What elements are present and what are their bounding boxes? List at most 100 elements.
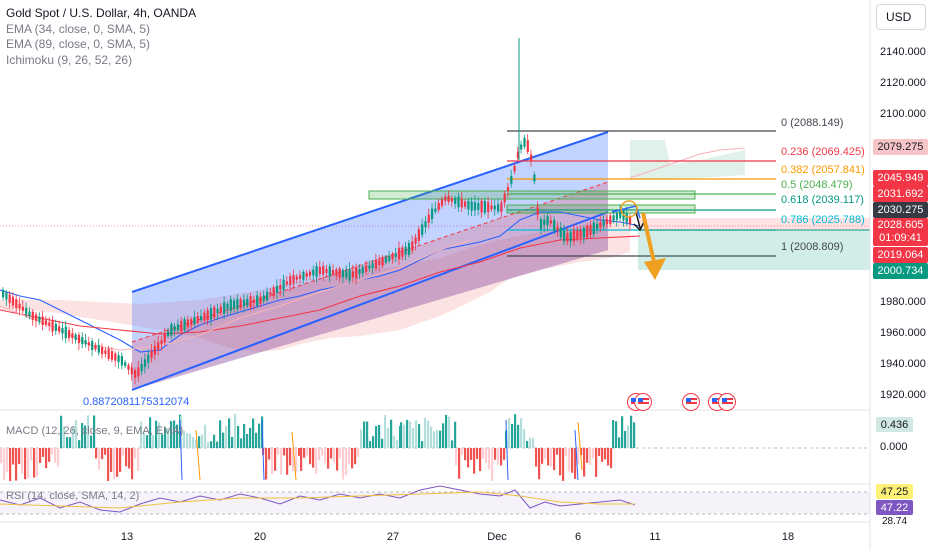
candle[interactable] — [68, 330, 71, 338]
candle[interactable] — [219, 306, 222, 313]
candle[interactable] — [81, 337, 84, 345]
candle[interactable] — [513, 165, 516, 172]
support-zone[interactable] — [368, 190, 696, 200]
candle[interactable] — [322, 266, 325, 275]
candle[interactable] — [345, 270, 348, 278]
candle[interactable] — [576, 230, 579, 239]
candle[interactable] — [629, 216, 632, 224]
candle[interactable] — [477, 203, 480, 210]
candle[interactable] — [196, 315, 199, 323]
symbol-title[interactable]: Gold Spot / U.S. Dollar, 4h, OANDA — [6, 6, 197, 20]
candle[interactable] — [424, 221, 427, 228]
candle[interactable] — [500, 202, 503, 212]
candle[interactable] — [599, 222, 602, 228]
candle[interactable] — [21, 306, 24, 311]
candle[interactable] — [315, 265, 318, 278]
rsi-legend[interactable]: RSI (14, close, SMA, 14, 2) — [6, 490, 140, 502]
candle[interactable] — [157, 342, 160, 350]
candle[interactable] — [239, 299, 242, 308]
candle[interactable] — [533, 174, 536, 182]
candle[interactable] — [183, 319, 186, 331]
candle[interactable] — [249, 296, 252, 308]
candle[interactable] — [114, 353, 117, 361]
candle[interactable] — [252, 299, 255, 303]
candle[interactable] — [361, 266, 364, 273]
candle[interactable] — [566, 233, 569, 242]
candle[interactable] — [556, 226, 559, 232]
candle[interactable] — [487, 202, 490, 213]
candle[interactable] — [44, 320, 48, 325]
candlestick-series[interactable] — [2, 38, 632, 385]
candle[interactable] — [48, 322, 51, 326]
candle[interactable] — [473, 202, 477, 211]
candle[interactable] — [147, 354, 150, 363]
candle[interactable] — [348, 268, 351, 281]
candle[interactable] — [497, 204, 500, 212]
candle[interactable] — [153, 345, 156, 355]
candle[interactable] — [516, 151, 519, 159]
candle[interactable] — [460, 198, 463, 208]
candle[interactable] — [358, 269, 361, 274]
candle[interactable] — [480, 200, 483, 213]
candle[interactable] — [117, 355, 120, 363]
candle[interactable] — [186, 319, 189, 327]
position-target-zone[interactable] — [638, 230, 870, 270]
candle[interactable] — [536, 207, 539, 215]
candle[interactable] — [282, 279, 285, 291]
candle[interactable] — [328, 266, 331, 277]
candle[interactable] — [510, 175, 513, 184]
candle[interactable] — [543, 219, 546, 226]
candle[interactable] — [612, 215, 615, 221]
ema-34-line[interactable] — [0, 211, 641, 353]
channel-upper-line[interactable] — [131, 131, 609, 293]
candle[interactable] — [58, 326, 61, 332]
candle[interactable] — [272, 287, 275, 296]
candle[interactable] — [523, 137, 526, 147]
candle[interactable] — [31, 311, 34, 320]
candle[interactable] — [431, 208, 434, 220]
candle[interactable] — [279, 284, 282, 290]
position-stop-zone[interactable] — [638, 218, 870, 230]
candle[interactable] — [493, 205, 496, 210]
candle[interactable] — [589, 224, 592, 235]
candle[interactable] — [579, 229, 582, 238]
candle[interactable] — [559, 227, 562, 238]
candle[interactable] — [625, 213, 628, 223]
candle[interactable] — [77, 334, 81, 344]
candle[interactable] — [378, 260, 381, 265]
candle[interactable] — [421, 224, 424, 235]
candle[interactable] — [398, 247, 401, 260]
candle[interactable] — [84, 340, 87, 345]
candle[interactable] — [193, 317, 196, 325]
candle[interactable] — [619, 210, 622, 219]
candle[interactable] — [325, 268, 328, 273]
candle[interactable] — [503, 193, 506, 203]
candle[interactable] — [454, 197, 457, 204]
ema-34-legend[interactable]: EMA (34, close, 0, SMA, 5) — [6, 21, 151, 36]
candle[interactable] — [384, 256, 387, 263]
candle[interactable] — [546, 216, 549, 226]
candle[interactable] — [28, 311, 31, 317]
candle[interactable] — [526, 140, 529, 152]
candle[interactable] — [140, 363, 143, 372]
candle[interactable] — [51, 319, 54, 332]
candle[interactable] — [615, 212, 618, 220]
candle[interactable] — [236, 298, 239, 310]
us-flag-icon[interactable] — [718, 393, 736, 411]
candle[interactable] — [427, 214, 430, 223]
us-flag-icon[interactable] — [682, 393, 700, 411]
candle[interactable] — [25, 307, 28, 315]
candle[interactable] — [605, 218, 609, 225]
candle[interactable] — [35, 314, 38, 321]
candle[interactable] — [371, 263, 374, 269]
support-zone[interactable] — [506, 204, 696, 214]
candle[interactable] — [335, 269, 338, 276]
candle[interactable] — [305, 272, 308, 277]
candle[interactable] — [388, 255, 391, 261]
candle[interactable] — [374, 259, 378, 269]
candle[interactable] — [592, 222, 595, 234]
candle[interactable] — [553, 220, 556, 231]
candle[interactable] — [520, 144, 523, 150]
candle[interactable] — [289, 276, 292, 285]
